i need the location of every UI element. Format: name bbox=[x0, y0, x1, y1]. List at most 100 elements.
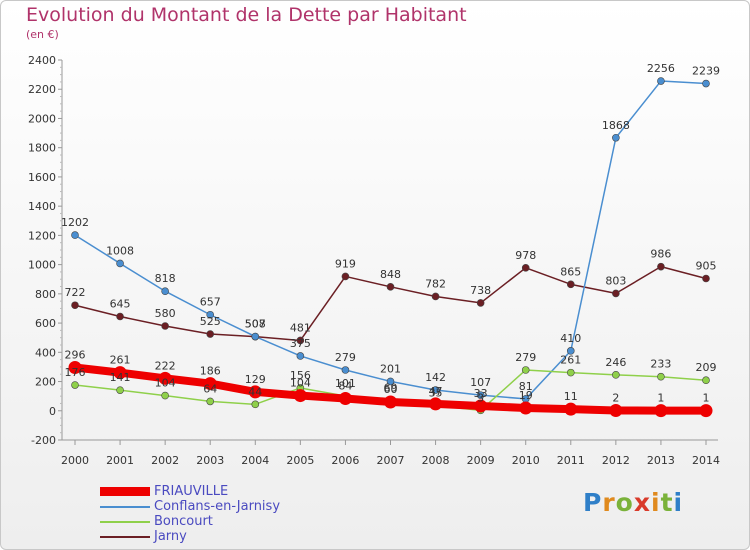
legend-swatch-friauville bbox=[100, 487, 150, 496]
data-point-conflans-en-jarnisy bbox=[566, 347, 575, 355]
data-label-friauville: 2 bbox=[612, 391, 619, 404]
logo-letter: P bbox=[583, 488, 603, 517]
data-label-boncourt: 209 bbox=[696, 361, 717, 374]
data-label-boncourt: 176 bbox=[65, 366, 86, 379]
data-point-conflans-en-jarnisy bbox=[296, 352, 305, 360]
legend-item-jarny: Jarny bbox=[100, 529, 280, 544]
data-point-friauville bbox=[248, 385, 262, 399]
chart-unit: (en €) bbox=[26, 28, 59, 41]
data-point-conflans-en-jarnisy bbox=[161, 287, 169, 296]
data-label-conflans-en-jarnisy: 410 bbox=[560, 332, 581, 345]
data-label-friauville: 47 bbox=[429, 385, 443, 398]
data-label-boncourt: 279 bbox=[515, 351, 536, 364]
data-label-conflans-en-jarnisy: 657 bbox=[200, 296, 221, 309]
data-point-boncourt bbox=[702, 376, 710, 385]
y-tick-label: 2200 bbox=[28, 83, 56, 96]
data-point-jarny bbox=[116, 312, 124, 321]
legend-item-conflans: Conflans-en-Jarnisy bbox=[100, 499, 280, 514]
data-label-jarny: 525 bbox=[200, 315, 221, 328]
y-tick-label: 2000 bbox=[28, 112, 56, 125]
data-point-friauville bbox=[609, 403, 623, 417]
data-label-jarny: 782 bbox=[425, 277, 446, 290]
data-point-boncourt bbox=[71, 381, 79, 389]
data-point-friauville bbox=[429, 397, 443, 411]
x-tick-label: 2011 bbox=[557, 454, 585, 467]
data-label-boncourt: 3 bbox=[477, 391, 484, 404]
data-label-boncourt: 69 bbox=[384, 382, 398, 395]
data-label-friauville: 1 bbox=[657, 392, 664, 405]
data-label-friauville: 186 bbox=[200, 365, 221, 378]
data-point-boncourt bbox=[612, 371, 620, 379]
data-label-jarny: 738 bbox=[470, 284, 491, 297]
data-point-boncourt bbox=[116, 386, 124, 394]
legend-item-friauville: FRIAUVILLE bbox=[100, 484, 280, 499]
data-label-conflans-en-jarnisy: 818 bbox=[155, 272, 176, 285]
data-point-friauville bbox=[203, 377, 217, 391]
x-tick-label: 2009 bbox=[467, 454, 495, 467]
y-tick-label: 800 bbox=[35, 288, 56, 301]
data-point-friauville bbox=[158, 371, 172, 385]
data-point-friauville bbox=[68, 361, 82, 375]
data-label-friauville: 84 bbox=[338, 379, 352, 392]
data-point-friauville bbox=[519, 401, 533, 415]
data-point-jarny bbox=[161, 322, 169, 330]
data-label-conflans-en-jarnisy: 1202 bbox=[61, 216, 89, 229]
logo-letter: x bbox=[633, 488, 651, 517]
data-label-boncourt: 35 bbox=[429, 387, 443, 400]
data-point-jarny bbox=[431, 292, 440, 301]
data-label-conflans-en-jarnisy: 81 bbox=[519, 380, 533, 393]
data-label-jarny: 722 bbox=[65, 286, 86, 299]
data-label-boncourt: 261 bbox=[560, 354, 581, 367]
data-point-friauville bbox=[293, 389, 307, 403]
logo-letter: i bbox=[673, 488, 684, 517]
data-point-jarny bbox=[612, 289, 620, 298]
data-point-conflans-en-jarnisy bbox=[341, 366, 350, 374]
data-label-friauville: 60 bbox=[384, 383, 398, 396]
data-label-conflans-en-jarnisy: 2239 bbox=[692, 65, 720, 78]
data-label-boncourt: 141 bbox=[110, 371, 131, 384]
legend: FRIAUVILLE Conflans-en-Jarnisy Boncourt … bbox=[100, 484, 280, 544]
data-point-conflans-en-jarnisy bbox=[206, 310, 215, 319]
data-point-conflans-en-jarnisy bbox=[116, 259, 124, 268]
data-point-jarny bbox=[71, 301, 79, 310]
data-point-boncourt bbox=[657, 372, 665, 381]
x-tick-label: 2005 bbox=[286, 454, 314, 467]
x-tick-label: 2014 bbox=[692, 454, 720, 467]
x-tick-label: 2000 bbox=[61, 454, 89, 467]
y-tick-label: 600 bbox=[35, 317, 56, 330]
legend-label-friauville: FRIAUVILLE bbox=[154, 484, 229, 499]
data-point-jarny bbox=[521, 264, 530, 272]
data-label-jarny: 905 bbox=[696, 260, 717, 273]
data-point-jarny bbox=[341, 272, 350, 281]
data-label-boncourt: 156 bbox=[290, 369, 311, 382]
data-label-friauville: 261 bbox=[110, 354, 131, 367]
y-tick-label: 200 bbox=[35, 376, 56, 389]
y-tick-label: 1600 bbox=[28, 171, 56, 184]
data-label-friauville: 129 bbox=[245, 373, 266, 386]
data-label-jarny: 986 bbox=[650, 248, 671, 261]
data-label-friauville: 19 bbox=[519, 389, 533, 402]
data-label-jarny: 645 bbox=[110, 298, 131, 311]
x-tick-label: 2012 bbox=[602, 454, 630, 467]
data-label-boncourt: 101 bbox=[335, 377, 356, 390]
data-label-boncourt: 44 bbox=[248, 385, 262, 398]
logo-letter: i bbox=[651, 488, 661, 517]
y-tick-label: 1200 bbox=[28, 229, 56, 242]
legend-swatch-boncourt bbox=[100, 520, 150, 523]
data-label-conflans-en-jarnisy: 142 bbox=[425, 371, 446, 384]
data-point-conflans-en-jarnisy bbox=[251, 332, 260, 341]
chart-title: Evolution du Montant de la Dette par Hab… bbox=[26, 4, 467, 26]
data-point-conflans-en-jarnisy bbox=[386, 377, 395, 386]
data-point-jarny bbox=[386, 283, 395, 291]
series-layer bbox=[68, 77, 713, 418]
data-label-conflans-en-jarnisy: 1008 bbox=[106, 244, 134, 257]
y-tick-label: 0 bbox=[49, 405, 56, 418]
data-point-conflans-en-jarnisy bbox=[71, 231, 79, 239]
x-tick-label: 2008 bbox=[422, 454, 450, 467]
data-label-conflans-en-jarnisy: 201 bbox=[380, 362, 401, 375]
data-label-boncourt: 233 bbox=[650, 358, 671, 371]
data-label-conflans-en-jarnisy: 1868 bbox=[602, 119, 630, 132]
data-label-conflans-en-jarnisy: 2256 bbox=[647, 62, 675, 75]
